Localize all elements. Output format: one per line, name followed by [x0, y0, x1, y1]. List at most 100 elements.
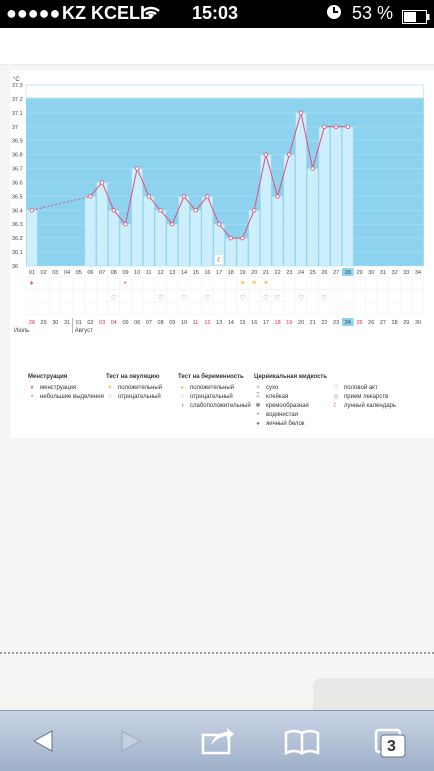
temp-point: [322, 124, 327, 129]
legend-title: Тест на овуляцию: [106, 374, 160, 380]
sticky-icon: ⌶: [256, 393, 260, 399]
temp-point: [275, 194, 280, 199]
temp-bar: [26, 210, 38, 267]
date-label: 01: [76, 320, 82, 326]
back-button[interactable]: [22, 719, 66, 763]
legend-label: слабоположительный: [190, 402, 251, 409]
temp-bar: [330, 126, 342, 267]
marker-cell: [353, 289, 366, 303]
temp-bar: [154, 210, 167, 267]
legend-label: положительный: [190, 384, 235, 391]
bbt-chart[interactable]: °C37.3 37.2 37.1 37 36.9 36.8 36.7 36.6 36.5 36.4…: [10, 70, 434, 370]
sun-icon: ☀: [251, 279, 257, 287]
heart-icon: ♡: [333, 385, 339, 391]
cycle-day-label: 01: [29, 270, 35, 276]
temp-point: [99, 180, 105, 185]
marker-cell: [294, 276, 308, 290]
date-label: 03: [99, 320, 105, 326]
marker-cell: [142, 276, 155, 290]
month-label: Июль: [14, 328, 29, 334]
legend-title: Цервикальная жидкость: [254, 374, 328, 380]
cycle-day-label: 05: [76, 270, 82, 276]
date-label: 30: [52, 320, 58, 326]
marker-cell: [84, 289, 97, 303]
browser-toolbar: 3: [0, 710, 434, 771]
marker-cell: [353, 301, 366, 315]
marker-cell: [177, 301, 191, 315]
date-label: 27: [380, 320, 386, 326]
date-label: 12: [204, 320, 210, 326]
marker-cell: [49, 301, 62, 315]
temp-line-segment: [183, 196, 197, 211]
marker-cell: [142, 301, 155, 315]
test-negative-icon: ○: [180, 393, 184, 400]
date-label: 02: [87, 320, 93, 326]
legend-label: менструация: [40, 384, 77, 391]
marker-cell: [37, 289, 50, 303]
clock: 15:03: [192, 3, 239, 23]
temp-line-segment: [277, 154, 290, 197]
temp-line-segment: [312, 126, 325, 169]
back-arrow-icon: [32, 730, 53, 752]
cycle-day-label: 07: [99, 270, 105, 276]
cycle-day-label: 23: [286, 270, 292, 276]
temp-line-segment: [113, 209, 126, 225]
signal-icon: ●●●●●: [6, 3, 61, 23]
heart-icon: ♡: [275, 294, 281, 302]
temp-bar: [84, 196, 96, 267]
legend-title: Менструация: [28, 374, 68, 380]
tabs-button[interactable]: 3: [366, 719, 410, 763]
cycle-day-label: 19: [239, 270, 245, 276]
date-label: 05: [122, 320, 128, 326]
cycle-day-label: 32: [392, 270, 398, 276]
date-label: 06: [134, 320, 140, 326]
marker-cell: [84, 301, 97, 315]
alarm-clock-icon: [326, 3, 342, 26]
marker-cell: [388, 301, 401, 315]
temp-point: [205, 194, 210, 199]
temp-point: [298, 110, 304, 116]
legend-label: клейкая: [266, 393, 289, 400]
battery-percent: 53 %: [352, 3, 394, 23]
marker-cell: [248, 301, 261, 315]
temp-line-segment: [218, 223, 232, 239]
temp-bar: [342, 126, 354, 267]
y-tick-label: 36.2: [12, 236, 23, 242]
temp-line-segment: [241, 210, 255, 239]
temp-point: [88, 194, 93, 199]
marker-cell: [400, 289, 413, 303]
marker-cell: [294, 301, 308, 315]
temp-bar: [236, 237, 249, 267]
y-tick-label: 36.8: [12, 153, 23, 159]
marker-cell: [259, 301, 272, 315]
legend-label: кремообразная: [266, 402, 309, 409]
date-label: 10: [181, 320, 187, 326]
legend-ovulation-test: Тест на овуляцию ☀ положительный ○ отрицат…: [106, 374, 162, 401]
cycle-day-label: 10: [134, 270, 140, 276]
marker-cell: [37, 276, 50, 290]
marker-cell: [177, 276, 191, 290]
cycle-day-label: 15: [193, 270, 199, 276]
test-positive-icon: ◕: [180, 384, 184, 391]
legend-label: лунный календарь: [344, 402, 397, 409]
y-tick-label: 37.1: [12, 111, 23, 117]
cycle-day-label: 14: [181, 270, 187, 276]
temp-bar: [295, 112, 307, 267]
temp-bar: [108, 210, 120, 267]
sun-icon: ☀: [239, 279, 245, 287]
marker-cell: [37, 301, 50, 315]
cycle-day-label: 04: [64, 270, 70, 276]
share-button[interactable]: [195, 719, 239, 763]
temp-point: [333, 124, 339, 129]
share-icon: [201, 728, 234, 755]
marker-cell: [318, 276, 331, 290]
marker-cell: [72, 276, 85, 290]
y-tick-label: 36.3: [12, 222, 23, 228]
small-drop-icon: •: [30, 393, 34, 400]
marker-cell: [271, 276, 284, 290]
pill-icon: ◎: [333, 394, 339, 400]
circle-icon: ○: [108, 393, 112, 400]
forward-button[interactable]: [108, 719, 152, 763]
bookmarks-button[interactable]: [280, 719, 324, 763]
marker-cell: [95, 276, 109, 290]
